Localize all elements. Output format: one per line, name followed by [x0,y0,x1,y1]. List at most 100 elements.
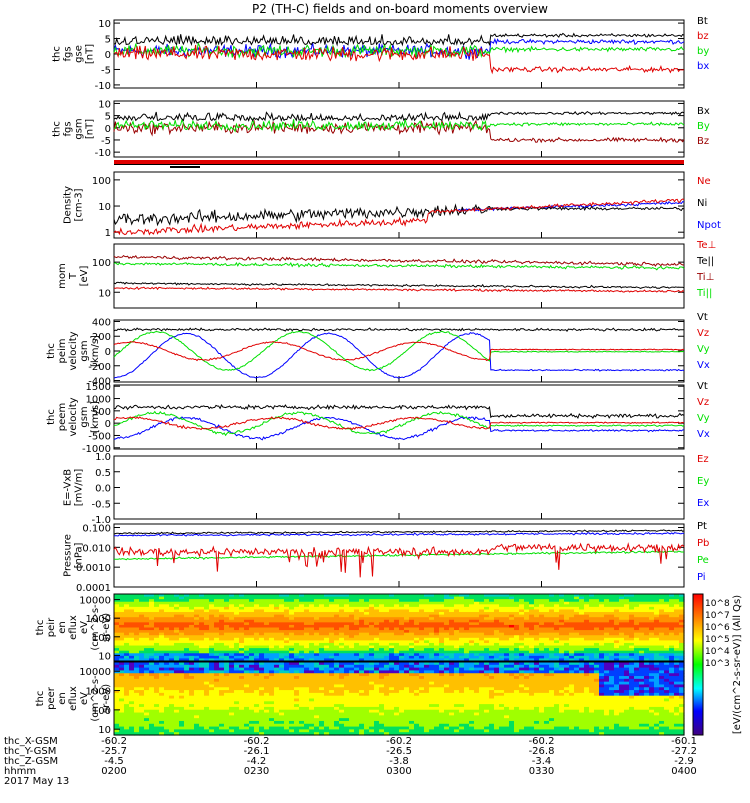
panel-frame [114,385,684,449]
ylabel-line: [eV] [79,266,90,287]
ytick-label: 100 [92,176,111,187]
ytick-label: 1500 [86,382,111,393]
legend-Pb: Pb [697,538,709,549]
ytick-label: 5 [105,112,111,123]
ytick-label: 1000 [86,614,111,625]
mode-bar-tick [170,166,200,168]
ylabel-line: [nT] [85,119,96,139]
ytick-label: 0 [105,419,111,430]
ytick-label: 500 [92,407,111,418]
ylabel-line: peir [46,617,57,637]
ytick-label: 10 [98,19,111,30]
ytick-label: 0.0 [95,484,111,495]
legend-Vz: Vz [697,397,709,408]
ylabel-line: eflux [68,615,79,640]
ylabel-line: E=-VxB [63,469,74,506]
ytick-label: -10 [95,81,111,92]
ytick-label: -200 [88,362,111,373]
ylabel-line: fgs [63,46,74,61]
ylabel-line: peim [57,338,68,363]
ylabel-line: gsm [79,406,90,427]
ylabel-line: peer [46,686,57,710]
ytick-label: 0.010 [82,543,111,554]
ylabel-line: mom [57,263,68,289]
legend-Bt: Bt [697,16,708,27]
ytick-label: 200 [92,332,111,343]
legend-Pe: Pe [697,555,709,566]
ytick-label: 0 [105,124,111,135]
legend-Ti||: Ti|| [696,288,712,299]
ylabel-line: en [57,621,68,634]
ylabel-line: eflux [68,686,79,711]
legend-Ex: Ex [697,498,709,509]
legend-Bz: Bz [697,136,709,147]
ytick-label: 0.0010 [76,563,111,574]
ylabel-line: thc [46,343,57,359]
ylabel-line: [nT] [85,44,96,64]
ylabel-line: thc [35,620,46,636]
legend-Npot: Npot [697,220,721,231]
ytick-label: -500 [88,431,111,442]
legend-by: by [697,46,709,57]
ylabel-line: [mV/m] [74,469,85,507]
legend-Vt: Vt [697,312,708,323]
panel-frame [114,244,684,308]
mode-bar-line [114,164,684,165]
legend-By: By [697,121,710,132]
ytick-label: 0 [105,347,111,358]
ylabel-line: T [68,272,79,280]
legend-Te||: Te|| [696,256,714,267]
legend-Vy: Vy [697,413,710,424]
legend-bx: bx [697,61,709,72]
ytick-label: 0 [105,50,111,61]
plot-title: P2 (TH-C) fields and on-board moments ov… [252,2,548,16]
ytick-label: 1.0 [95,452,111,463]
legend-Ni: Ni [697,198,707,209]
legend-Vx: Vx [697,360,710,371]
panel-mode-bar [114,160,684,168]
ylabel-line: velocity [68,331,79,370]
ylabel-line: gsm [79,340,90,361]
legend-Ez: Ez [697,454,709,465]
legend-Pi: Pi [697,572,706,583]
ylabel-line: thc [52,46,63,62]
ylabel-line: Pressure [63,534,74,577]
legend-Bx: Bx [697,106,710,117]
ylabel-line: [cm-3] [74,188,85,221]
ylabel-line: thc [46,409,57,425]
ytick-label: 1000 [86,395,111,406]
ytick-label: 0.5 [95,468,111,479]
ytick-label: 10 [98,288,111,299]
ytick-label: 1 [105,228,111,239]
ylabel-line: peem [57,403,68,431]
ytick-label: 0.100 [82,523,111,534]
ytick-label: 10 [98,651,111,662]
ylabel-density: Density[cm-3] [63,186,85,224]
legend-Vz: Vz [697,328,709,339]
ylabel-line: Density [63,186,74,224]
ytick-label: -0.5 [91,499,111,510]
legend-Te⊥: Te⊥ [696,240,716,251]
ytick-label: -10 [95,148,111,159]
ylabel-line: fgs [63,121,74,136]
legend-Ti⊥: Ti⊥ [696,272,714,283]
ytick-label: 10 [98,99,111,110]
ytick-label: 10000 [79,596,111,607]
ylabel-line: en [57,692,68,705]
legend-bz: bz [697,31,709,42]
legend-Vx: Vx [697,429,710,440]
ytick-label: 10 [98,202,111,213]
